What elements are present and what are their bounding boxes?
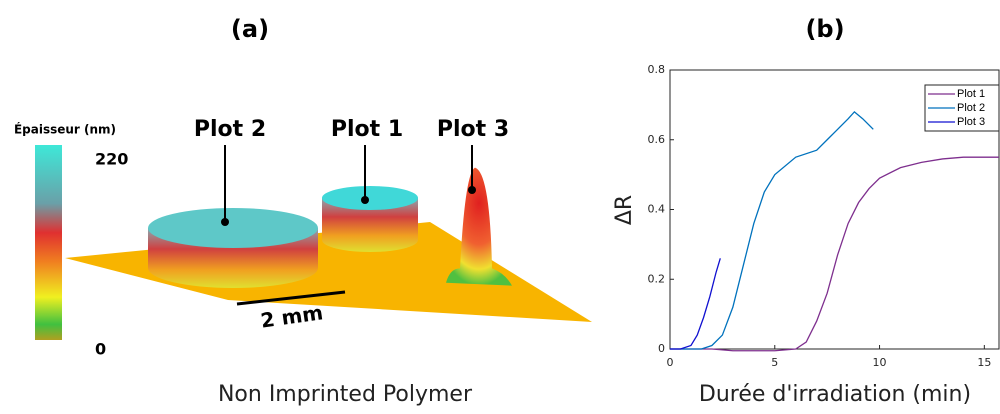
scale-bar-label: 2 mm <box>259 300 324 332</box>
x-tick-label: 15 <box>977 356 991 369</box>
pointer-dot <box>468 186 476 194</box>
series-line <box>670 258 721 350</box>
colorbar-bottom: 0 <box>95 340 106 359</box>
plot-label: Plot 2 <box>194 117 266 142</box>
series-line <box>670 156 999 352</box>
panel-a: (a) Épaisseur (nm) 220 0 Plot 2 Plot 1 P… <box>14 15 592 407</box>
legend-label: Plot 2 <box>957 102 985 114</box>
caption: Non Imprinted Polymer <box>218 382 473 407</box>
legend-label: Plot 1 <box>957 88 985 100</box>
y-tick-label: 0.4 <box>648 203 666 216</box>
y-tick-label: 0.8 <box>648 63 666 76</box>
panel-b: (b) Durée d'irradiation (min) ΔR 0 5 10 15 0… <box>612 15 1000 407</box>
colorbar-top: 220 <box>95 150 128 169</box>
pointer-dot <box>221 218 229 226</box>
series-line <box>670 110 874 350</box>
plot-2-top <box>148 208 318 248</box>
plot-1-side <box>322 198 418 252</box>
x-tick-label: 5 <box>771 356 778 369</box>
plot-3-dome <box>446 167 512 286</box>
x-tick-label: 10 <box>873 356 887 369</box>
chart-title: (b) <box>805 15 844 43</box>
colorbar <box>35 145 62 340</box>
scale-bar <box>236 290 346 306</box>
y-tick-label: 0 <box>658 342 665 355</box>
y-tick-label: 0.6 <box>648 133 666 146</box>
panel-label: (a) <box>231 15 269 43</box>
plot-label: Plot 3 <box>437 117 509 142</box>
y-tick-label: 0.2 <box>648 272 666 285</box>
pointer-dot <box>361 196 369 204</box>
x-axis-label: Durée d'irradiation (min) <box>699 382 971 407</box>
y-axis-label: ΔR <box>612 195 637 225</box>
legend-label: Plot 3 <box>957 116 985 128</box>
plot-1-top <box>322 186 418 210</box>
pointers <box>224 145 473 222</box>
x-tick-label: 0 <box>667 356 674 369</box>
plot-label: Plot 1 <box>331 117 403 142</box>
colorbar-title: Épaisseur (nm) <box>14 122 116 137</box>
